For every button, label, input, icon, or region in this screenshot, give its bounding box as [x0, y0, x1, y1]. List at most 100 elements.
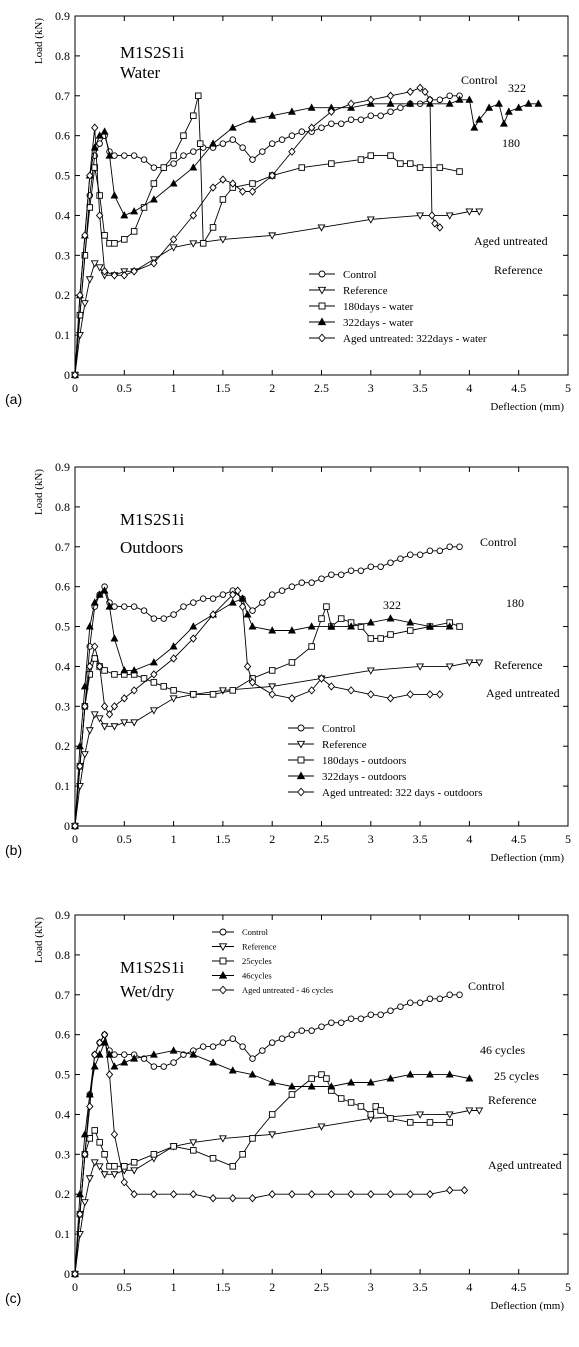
y-tick-label: 0.3	[55, 248, 70, 262]
annotation-label: 46 cycles	[480, 1043, 525, 1057]
data-point	[475, 659, 484, 667]
legend-entry: Aged untreated - 46 cycles	[242, 985, 333, 995]
data-point	[196, 140, 204, 147]
data-point	[445, 622, 454, 630]
data-point	[238, 602, 247, 611]
data-point	[238, 594, 247, 602]
data-point	[110, 191, 119, 199]
legend-marker	[219, 957, 227, 965]
data-point	[425, 1070, 434, 1078]
data-point	[71, 370, 79, 380]
data-point	[465, 1074, 474, 1082]
data-point	[456, 991, 463, 999]
data-point	[209, 1043, 217, 1050]
y-tick-label: 0	[64, 819, 70, 833]
data-point	[307, 103, 316, 111]
y-tick-label: 0.4	[55, 1107, 70, 1121]
data-point	[377, 112, 384, 119]
data-point	[189, 622, 198, 630]
data-point	[287, 1082, 296, 1090]
data-point	[189, 1050, 198, 1058]
data-point	[150, 670, 158, 679]
data-point	[327, 107, 336, 116]
data-point	[259, 148, 266, 155]
legend-entry: Reference	[242, 941, 277, 951]
data-point	[524, 99, 533, 107]
y-tick-label: 0.6	[55, 129, 70, 143]
data-point	[86, 204, 94, 211]
data-point	[377, 1011, 384, 1018]
x-axis-label: Deflection (mm)	[490, 1300, 564, 1312]
series-3	[71, 1071, 453, 1278]
data-point	[268, 1190, 276, 1199]
data-point	[219, 1039, 227, 1046]
annotation-label: Aged untreated	[488, 1158, 562, 1172]
x-tick-label: 3.5	[413, 381, 428, 395]
data-point	[170, 687, 177, 694]
data-point	[445, 1111, 454, 1119]
series-4	[71, 1038, 474, 1277]
data-point	[337, 615, 345, 622]
data-point	[406, 618, 415, 626]
data-point	[130, 603, 138, 610]
y-tick-label: 0.8	[55, 49, 70, 63]
data-point	[268, 1111, 276, 1118]
data-point	[377, 1107, 384, 1114]
data-point	[130, 207, 139, 215]
data-point	[150, 1063, 158, 1070]
annotation-label: 180	[502, 136, 520, 150]
data-point	[209, 1155, 217, 1162]
data-point	[199, 240, 207, 247]
data-point	[318, 615, 325, 622]
data-point	[80, 300, 89, 308]
data-point	[95, 1163, 104, 1171]
data-point	[248, 187, 257, 196]
data-point	[243, 610, 252, 618]
x-tick-label: 4.5	[511, 381, 526, 395]
legend-entry: 180days - water	[343, 301, 414, 313]
data-point	[268, 690, 276, 699]
data-point	[248, 1194, 257, 1203]
data-point	[121, 1163, 128, 1170]
data-point	[90, 260, 99, 268]
data-point	[95, 662, 104, 671]
data-point	[86, 1135, 94, 1142]
data-point	[317, 224, 326, 232]
data-point	[249, 180, 256, 187]
data-point	[367, 690, 375, 699]
data-point	[446, 991, 453, 999]
data-point	[406, 1190, 414, 1199]
data-point	[248, 1070, 257, 1078]
chart-title: M1S2S1i	[120, 43, 185, 62]
series-1	[71, 92, 463, 379]
data-point	[160, 683, 167, 690]
data-point	[160, 164, 167, 171]
data-point	[318, 575, 325, 582]
series-5	[71, 586, 444, 831]
data-point	[190, 691, 197, 698]
data-point	[357, 156, 365, 163]
data-point	[189, 634, 197, 643]
data-point	[190, 148, 197, 155]
data-point	[317, 1123, 326, 1131]
legend-entry: Aged untreated: 322days - water	[343, 333, 487, 345]
data-point	[475, 1107, 484, 1115]
annotation-label: Control	[461, 73, 498, 87]
legend-entry: 25cycles	[242, 956, 272, 966]
data-point	[357, 116, 365, 123]
legend-marker	[318, 302, 326, 310]
legend-marker	[297, 756, 305, 764]
data-point	[416, 212, 425, 220]
data-point	[436, 96, 444, 104]
data-point	[386, 1074, 395, 1082]
data-point	[357, 567, 365, 574]
data-point	[229, 1194, 237, 1203]
data-point	[110, 271, 119, 280]
data-point	[229, 136, 237, 143]
y-tick-label: 0.7	[55, 540, 70, 554]
data-point	[219, 140, 227, 147]
data-point	[170, 1059, 177, 1066]
data-point	[377, 635, 384, 642]
annotation-label: Reference	[494, 263, 543, 277]
data-point	[328, 571, 335, 578]
